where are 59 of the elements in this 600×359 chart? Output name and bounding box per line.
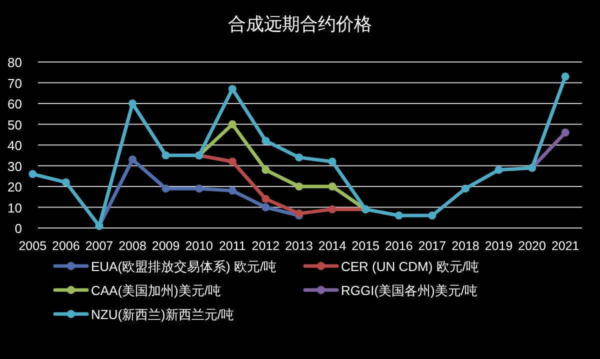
point: [262, 136, 270, 145]
x-tick-label: 2007: [85, 239, 114, 253]
point: [561, 72, 570, 81]
y-tick-label: 40: [8, 138, 22, 153]
x-tick-label: 2021: [551, 239, 580, 253]
point: [128, 156, 137, 164]
x-tick-label: 2016: [384, 239, 413, 253]
point: [494, 166, 503, 174]
point: [28, 170, 37, 178]
x-tick-label: 2020: [518, 239, 546, 253]
point: [461, 184, 470, 193]
x-tick-label: 2005: [18, 239, 47, 253]
point: [561, 128, 570, 137]
x-tick-label: 2008: [118, 239, 146, 253]
y-tick-label: 80: [8, 55, 22, 70]
point: [228, 120, 236, 128]
point: [328, 182, 336, 190]
point: [295, 182, 303, 190]
point: [228, 84, 236, 93]
x-tick-label: 2010: [185, 239, 214, 253]
point: [262, 194, 270, 203]
legend-label: EUA(欧盟排放交易体系) 欧元/吨: [91, 259, 277, 274]
x-tick-label: 2014: [318, 239, 346, 253]
x-tick-label: 2013: [285, 239, 313, 253]
y-tick-label: 70: [8, 76, 22, 91]
x-tick-label: 2006: [52, 239, 80, 253]
point: [262, 166, 270, 174]
x-tick-label: 2019: [484, 239, 513, 253]
y-tick-label: 20: [8, 180, 22, 194]
x-tick-label: 2009: [152, 239, 180, 253]
point: [295, 209, 303, 218]
y-tick-label: 0: [14, 221, 22, 236]
point: [162, 151, 170, 160]
x-tick-label: 2018: [452, 239, 480, 253]
point: [228, 186, 236, 195]
point: [128, 100, 137, 108]
point: [328, 205, 336, 214]
point: [162, 184, 170, 193]
x-tick-label: 2015: [352, 239, 380, 253]
x-tick-label: 2017: [418, 239, 446, 253]
y-tick-label: 30: [8, 158, 22, 174]
point: [62, 178, 70, 186]
legend-label: CER (UN CDM) 欧元/吨: [341, 259, 479, 274]
point: [295, 153, 303, 162]
chart-title: 合成远期合约价格: [228, 14, 372, 34]
legend-label: RGGI(美国各州)美元/吨: [341, 283, 478, 298]
point: [228, 158, 236, 166]
y-tick-label: 60: [8, 96, 22, 112]
point: [394, 212, 403, 220]
legend-label: NZU(新西兰)新西兰元/吨: [91, 307, 234, 322]
y-tick-label: 50: [8, 117, 22, 132]
y-tick-label: 10: [8, 200, 22, 216]
legend-label: CAA(美国加州)美元/吨: [91, 283, 221, 298]
point: [195, 184, 204, 193]
point: [262, 203, 270, 212]
x-tick-label: 2012: [252, 239, 280, 253]
point: [328, 158, 336, 166]
x-tick-label: 2011: [218, 239, 246, 253]
point: [428, 212, 436, 220]
